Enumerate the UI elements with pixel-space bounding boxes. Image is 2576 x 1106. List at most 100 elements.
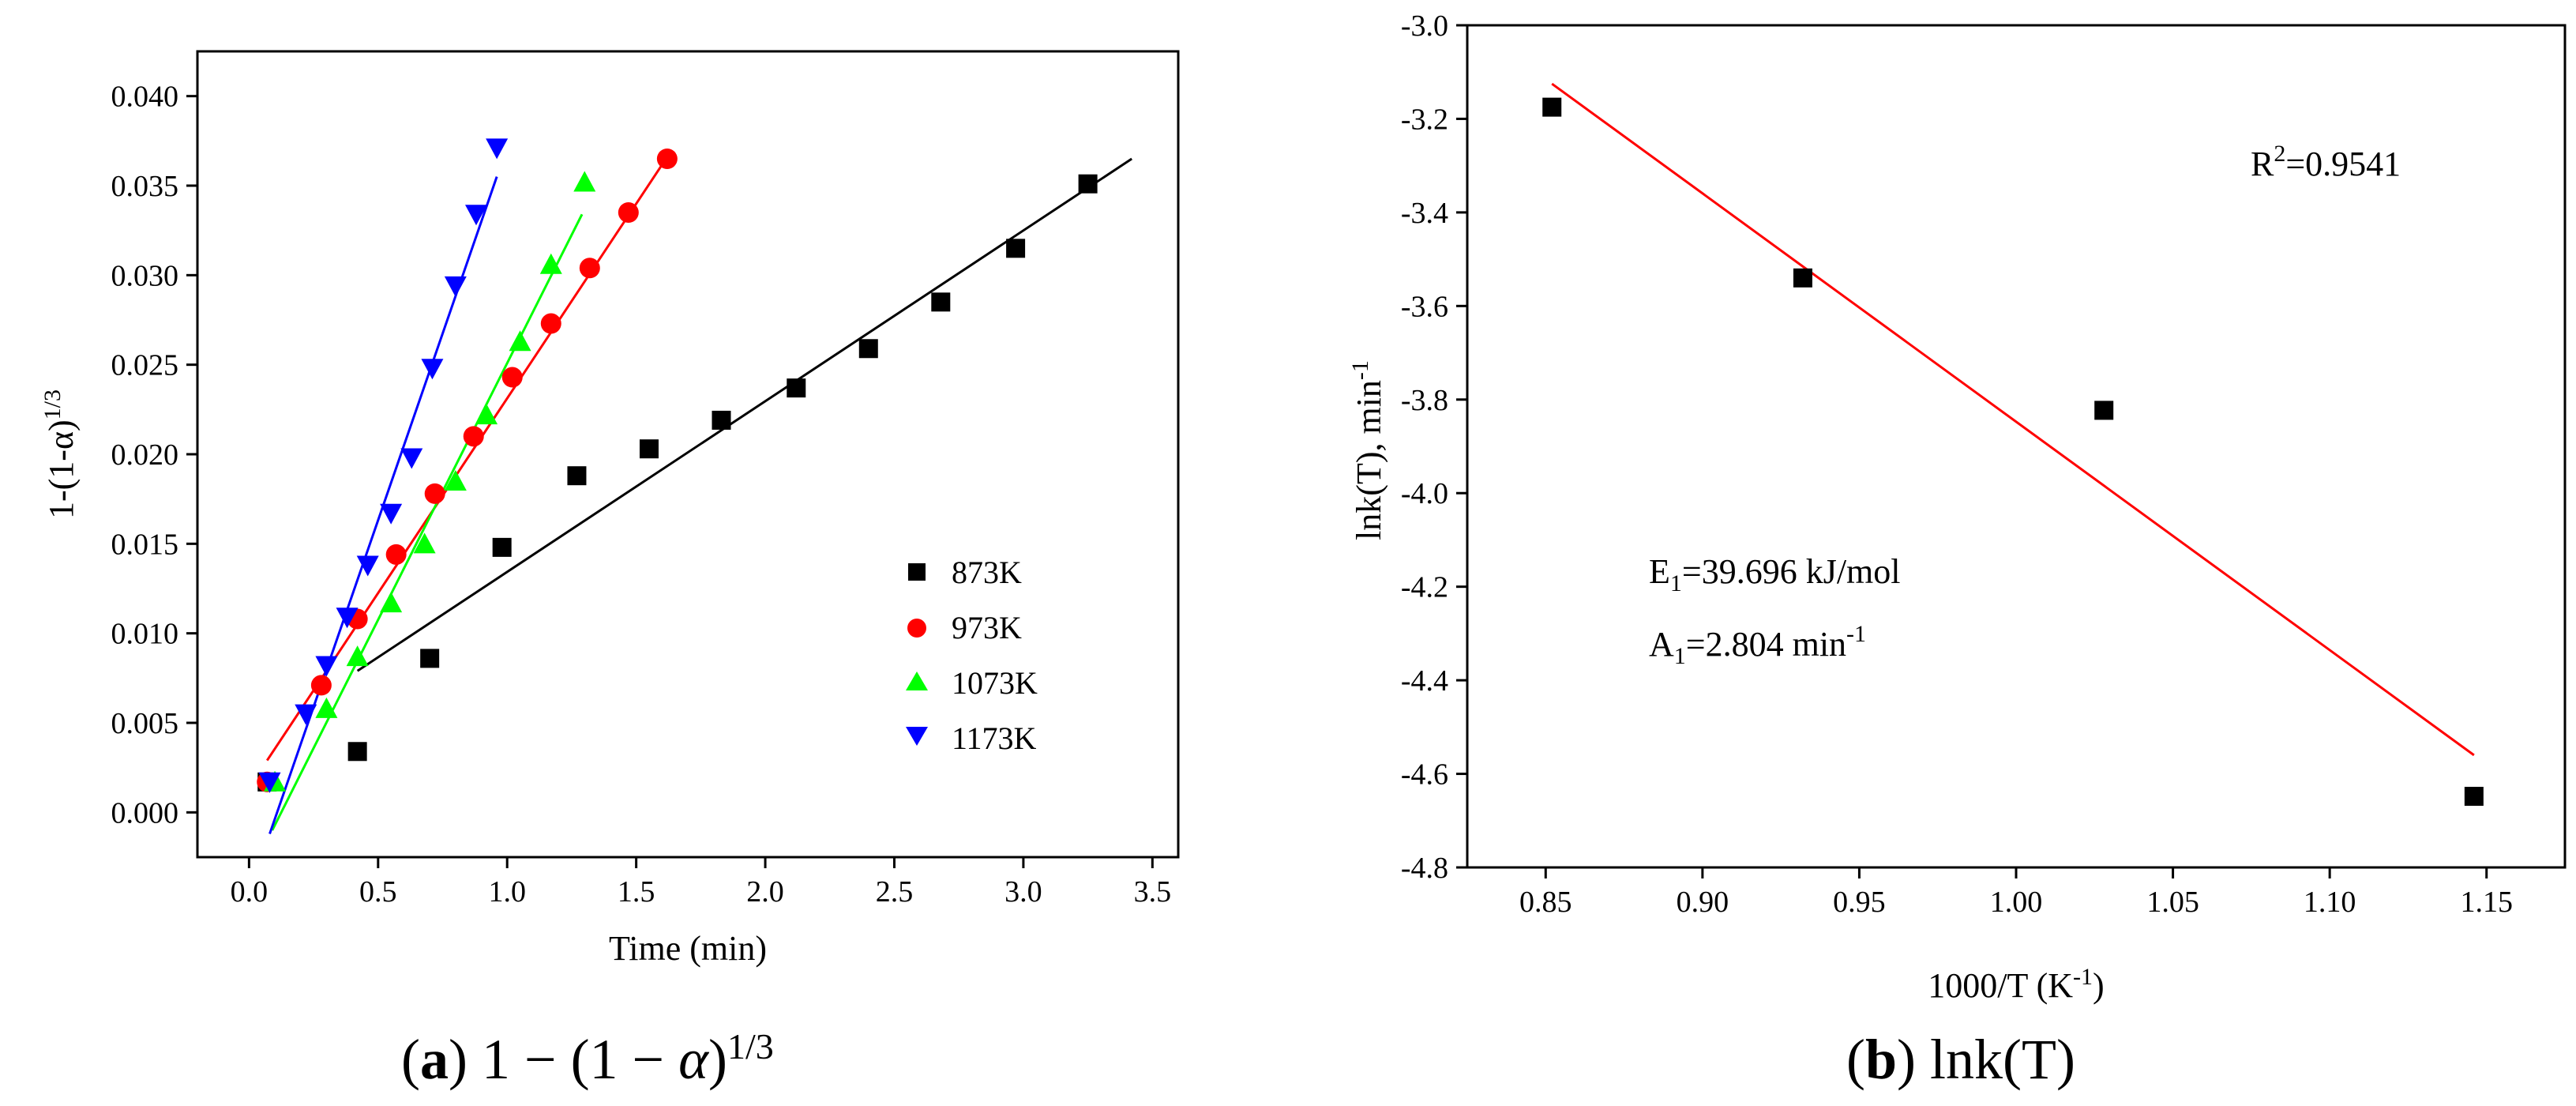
x-tick-label: 0.95 <box>1833 886 1886 919</box>
y-tick-label: -4.8 <box>1401 852 1448 885</box>
x-tick-label: 0.0 <box>231 875 268 908</box>
legend-label-973K: 973K <box>952 610 1022 645</box>
data-point-873K <box>931 292 951 312</box>
x-tick-label: 3.0 <box>1004 875 1042 908</box>
data-point-973K <box>618 202 639 223</box>
data-point-873K <box>858 339 878 359</box>
y-tick-label: 0.000 <box>111 796 179 830</box>
chart-a-ticks: 0.0 0.5 1.0 1.5 2.0 2.5 3.0 3.5 0.000 0.005 0.010 0… <box>111 81 1172 908</box>
data-point-1173K <box>315 656 338 677</box>
data-point-1173K <box>258 772 281 793</box>
data-point-1173K <box>421 359 444 380</box>
chart-b-points <box>1542 97 2484 806</box>
x-tick-label: 0.90 <box>1677 886 1729 919</box>
data-point-1073K <box>539 253 562 274</box>
y-tick-label: -3.4 <box>1401 197 1448 230</box>
data-point-lnk(T) <box>1793 268 1812 288</box>
data-point-973K <box>463 426 484 447</box>
data-point-973K <box>385 544 407 565</box>
data-point-1073K <box>315 697 338 718</box>
chart-a-x-axis-label: Time (min) <box>609 929 767 968</box>
data-point-973K <box>501 367 523 388</box>
r-squared-annotation: R2=0.9541 <box>2251 141 2401 183</box>
data-point-lnk(T) <box>2094 401 2114 420</box>
y-tick-label: 0.020 <box>111 438 179 472</box>
data-point-873K <box>1006 239 1026 258</box>
y-tick-label: 0.035 <box>111 170 179 203</box>
data-point-973K <box>540 313 561 334</box>
data-point-973K <box>579 258 600 279</box>
x-tick-label: 1.10 <box>2304 886 2356 919</box>
data-point-1173K <box>295 704 317 725</box>
x-tick-label: 3.5 <box>1134 875 1172 908</box>
chart-b-ticks: 0.85 0.90 0.95 1.00 1.05 1.10 1.15 -3.0 -3.2 -3.4… <box>1401 9 2513 919</box>
data-point-873K <box>420 649 440 668</box>
data-point-1173K <box>400 448 423 469</box>
y-tick-label: -4.4 <box>1401 664 1448 698</box>
y-tick-label: -3.0 <box>1401 9 1448 43</box>
y-tick-label: 0.040 <box>111 81 179 114</box>
x-tick-label: 1.0 <box>488 875 526 908</box>
fit-line-873K <box>356 157 1132 672</box>
pre-exponential-annotation: A1=2.804 min-1 <box>1649 621 1866 669</box>
y-tick-label: 0.005 <box>111 707 179 740</box>
data-point-1073K <box>346 645 369 667</box>
data-point-1173K <box>464 205 487 226</box>
chart-a-points <box>257 138 1098 793</box>
y-tick-label: 0.030 <box>111 259 179 292</box>
y-tick-label: -3.2 <box>1401 103 1448 136</box>
caption-a: (a) 1 − (1 − α)1/3 <box>401 1026 774 1091</box>
fit-line-1073K <box>271 213 584 831</box>
y-tick-label: -4.2 <box>1401 571 1448 604</box>
chart-b: 0.85 0.90 0.95 1.00 1.05 1.10 1.15 -3.0 -3.2 -3.4… <box>1347 9 2567 1005</box>
legend-label-1173K: 1173K <box>952 720 1037 756</box>
data-point-873K <box>787 378 806 398</box>
chart-b-x-axis-label: 1000/T (K-1) <box>1928 964 2104 1005</box>
chart-b-y-axis-label: lnk(T), min-1 <box>1347 360 1388 540</box>
y-tick-label: -4.0 <box>1401 477 1448 510</box>
data-point-873K <box>492 537 512 557</box>
data-point-lnk(T) <box>2464 786 2484 806</box>
y-tick-label: -4.6 <box>1401 758 1448 792</box>
y-tick-label: 0.015 <box>111 528 179 561</box>
data-point-1173K <box>336 608 359 629</box>
legend-marker-873K <box>908 563 926 581</box>
data-point-873K <box>712 410 731 430</box>
data-point-1173K <box>444 276 467 297</box>
data-point-973K <box>424 483 445 504</box>
x-tick-label: 1.5 <box>618 875 655 908</box>
data-point-873K <box>639 439 659 459</box>
data-point-873K <box>567 466 587 486</box>
y-tick-label: 0.010 <box>111 618 179 651</box>
data-point-lnk(T) <box>1542 97 1562 117</box>
x-tick-label: 1.05 <box>2146 886 2199 919</box>
y-tick-label: 0.025 <box>111 349 179 382</box>
data-point-1173K <box>356 555 379 577</box>
x-tick-label: 2.0 <box>746 875 784 908</box>
caption-b: (b) lnk(T) <box>1846 1028 2075 1091</box>
activation-energy-annotation: E1=39.696 kJ/mol <box>1649 552 1901 596</box>
legend-marker-1173K <box>906 727 928 746</box>
x-tick-label: 0.5 <box>359 875 397 908</box>
chart-a: 0.0 0.5 1.0 1.5 2.0 2.5 3.0 3.5 0.000 0.005 0.010 0… <box>39 50 1180 968</box>
data-point-973K <box>310 675 332 696</box>
data-point-1173K <box>380 503 403 525</box>
data-point-1073K <box>413 532 436 554</box>
legend-label-873K: 873K <box>952 555 1022 590</box>
data-point-1173K <box>486 138 509 160</box>
chart-a-legend: 873K 973K 1073K 1173K <box>906 555 1038 756</box>
legend-label-1073K: 1073K <box>952 665 1038 701</box>
legend-marker-973K <box>907 619 926 638</box>
y-tick-label: -3.8 <box>1401 384 1448 417</box>
legend-marker-1073K <box>906 672 928 690</box>
data-point-1073K <box>444 470 467 491</box>
x-tick-label: 2.5 <box>876 875 914 908</box>
data-point-1073K <box>475 404 498 425</box>
x-tick-label: 0.85 <box>1519 886 1572 919</box>
data-point-1073K <box>380 592 403 613</box>
y-tick-label: -3.6 <box>1401 290 1448 323</box>
data-point-873K <box>1078 174 1098 194</box>
x-tick-label: 1.15 <box>2460 886 2513 919</box>
data-point-873K <box>347 742 367 762</box>
